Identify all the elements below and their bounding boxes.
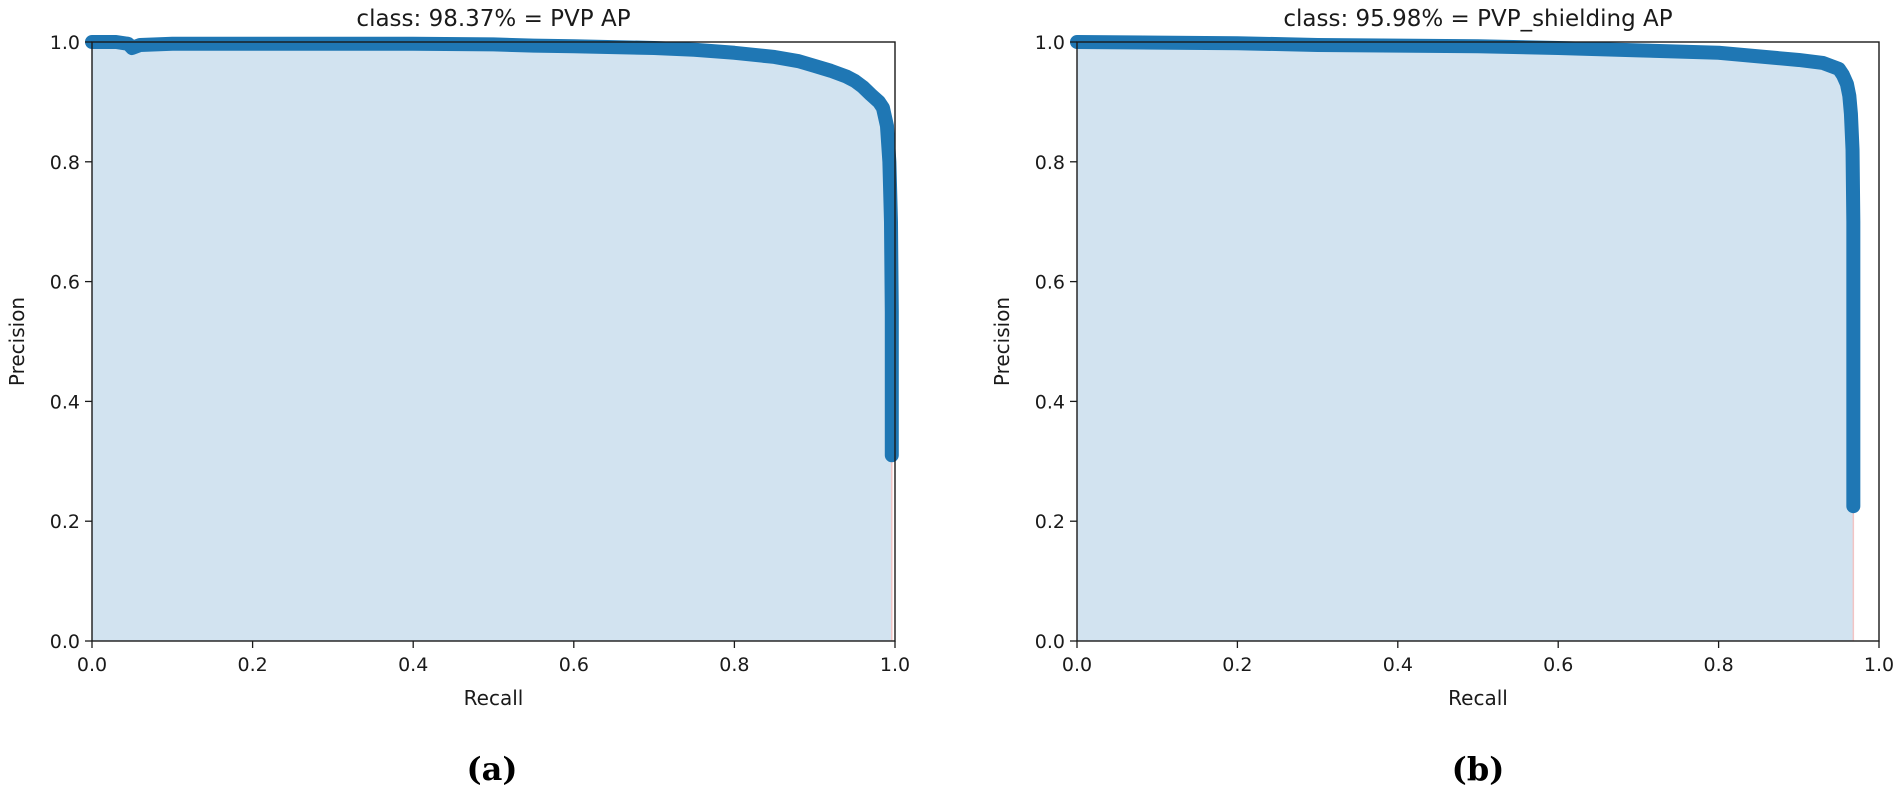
chart-panel-2: 0.0 0.2 0.4 0.6 0.8 1.0 0.0 0.2 0.4 0.6 0.8 1.0 clas…	[990, 6, 1894, 788]
chart-title: class: 95.98% = PVP_shielding AP	[1283, 6, 1672, 32]
x-tick-label: 0.2	[1222, 654, 1252, 676]
x-tick-label: 0.8	[719, 654, 749, 676]
y-tick-label: 0.2	[50, 511, 80, 533]
x-tick-label: 0.2	[237, 654, 267, 676]
pr-curve	[85, 35, 899, 463]
axes-frame	[1076, 41, 1880, 642]
axes-frame	[91, 41, 896, 642]
x-axis-label: Recall	[1448, 686, 1508, 710]
pr-curve	[1070, 35, 1861, 514]
pr-area-fill	[1077, 42, 1854, 641]
y-tick-label: 0.4	[1035, 391, 1065, 413]
x-tick-label: 0.4	[1383, 654, 1413, 676]
x-tick-label: 1.0	[880, 654, 910, 676]
y-tick-label: 0.2	[1035, 511, 1065, 533]
x-axis-label: Recall	[464, 686, 524, 710]
y-tick-label: 1.0	[50, 32, 80, 54]
pr-area-fill	[92, 42, 892, 641]
x-tick-label: 1.0	[1864, 654, 1894, 676]
y-tick-label: 0.6	[50, 272, 80, 294]
y-axis-label: Precision	[990, 297, 1014, 386]
x-tick-label: 0.4	[398, 654, 428, 676]
x-tick-label: 0.8	[1703, 654, 1733, 676]
y-tick-label: 1.0	[1035, 32, 1065, 54]
y-tick-label: 0.0	[1035, 631, 1065, 653]
x-tick-label: 0.6	[559, 654, 589, 676]
chart-panel-1: 0.0 0.2 0.4 0.6 0.8 1.0 0.0 0.2 0.4 0.6 0.8 1.0 clas…	[5, 6, 910, 788]
x-tick-label: 0.6	[1543, 654, 1573, 676]
y-tick-label: 0.8	[1035, 152, 1065, 174]
y-tick-label: 0.4	[50, 391, 80, 413]
chart-title: class: 98.37% = PVP AP	[356, 6, 630, 32]
y-axis-label: Precision	[5, 297, 29, 386]
x-tick-label: 0.0	[77, 654, 107, 676]
panel-caption: (b)	[1452, 750, 1505, 788]
x-tick-label: 0.0	[1062, 654, 1092, 676]
y-tick-label: 0.6	[1035, 272, 1065, 294]
panel-caption: (a)	[466, 750, 517, 788]
y-tick-label: 0.0	[50, 631, 80, 653]
y-tick-label: 0.8	[50, 152, 80, 174]
